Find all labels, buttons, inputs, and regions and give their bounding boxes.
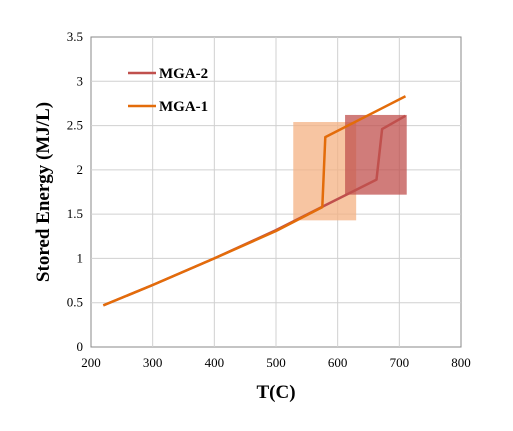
x-axis-title: T(C) bbox=[256, 382, 295, 403]
y-tick-label: 2.5 bbox=[67, 118, 83, 133]
region-mga-2 bbox=[345, 114, 407, 195]
x-tick-label: 300 bbox=[143, 355, 163, 370]
legend-label-mga-1: MGA-1 bbox=[159, 99, 208, 115]
series-line-mga-1 bbox=[102, 95, 407, 307]
legend: MGA-2 MGA-1 bbox=[128, 66, 208, 115]
y-tick-label: 1 bbox=[77, 250, 84, 265]
y-tick-label: 3 bbox=[77, 73, 84, 88]
y-tick-label: 2 bbox=[77, 162, 84, 177]
y-tick-label: 0.5 bbox=[67, 295, 83, 310]
x-tick-label: 500 bbox=[266, 355, 286, 370]
series-lines bbox=[102, 95, 407, 307]
y-tick-label: 3.5 bbox=[67, 29, 83, 44]
gridlines bbox=[91, 37, 461, 347]
x-tick-label: 400 bbox=[205, 355, 225, 370]
x-tick-label: 700 bbox=[390, 355, 410, 370]
y-axis-title: Stored Energy (MJ/L) bbox=[33, 102, 54, 282]
x-tick-label: 800 bbox=[451, 355, 471, 370]
y-axis-ticks: 0 0.5 1 1.5 2 2.5 3 3.5 bbox=[67, 29, 83, 354]
y-tick-label: 0 bbox=[77, 339, 84, 354]
y-tick-label: 1.5 bbox=[67, 206, 83, 221]
x-tick-label: 200 bbox=[81, 355, 101, 370]
x-tick-label: 600 bbox=[328, 355, 348, 370]
x-axis-ticks: 200 300 400 500 600 700 800 bbox=[81, 355, 471, 370]
legend-label-mga-2: MGA-2 bbox=[159, 66, 208, 82]
